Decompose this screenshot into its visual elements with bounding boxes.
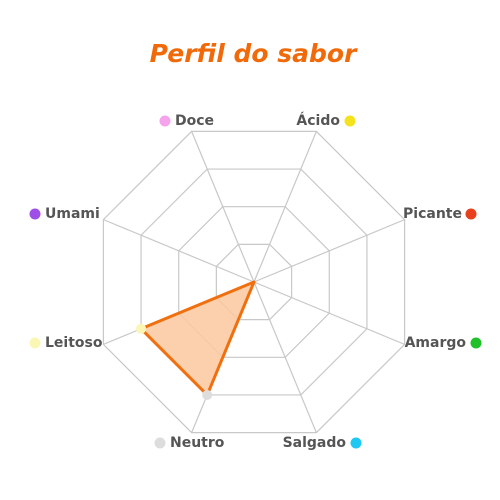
data-point xyxy=(202,389,213,400)
legend-dot xyxy=(470,337,482,349)
data-area xyxy=(139,280,256,397)
axis-label: Amargo xyxy=(405,335,467,351)
axis-label: Doce xyxy=(175,113,214,129)
axis-spoke xyxy=(253,281,405,345)
legend-dot xyxy=(29,208,41,220)
axis-spoke xyxy=(191,131,255,283)
axis-label: Umami xyxy=(45,206,100,222)
legend-dot xyxy=(350,437,362,449)
legend-dot xyxy=(344,115,356,127)
axis-label: Leitoso xyxy=(45,335,103,351)
chart-title: Perfil do sabor xyxy=(150,39,358,68)
axis-spoke xyxy=(103,219,255,283)
axis-label: Neutro xyxy=(170,435,225,451)
axis-label: Salgado xyxy=(283,435,347,451)
axis-spoke xyxy=(253,131,317,283)
legend-dot xyxy=(159,115,171,127)
axis-spoke xyxy=(253,281,317,433)
axis-spoke xyxy=(253,219,405,283)
legend-dot xyxy=(154,437,166,449)
axis-label: Ácido xyxy=(296,112,340,129)
axis-label: Picante xyxy=(403,206,462,222)
data-point xyxy=(136,323,147,334)
legend-dot xyxy=(465,208,477,220)
legend-dot xyxy=(29,337,41,349)
